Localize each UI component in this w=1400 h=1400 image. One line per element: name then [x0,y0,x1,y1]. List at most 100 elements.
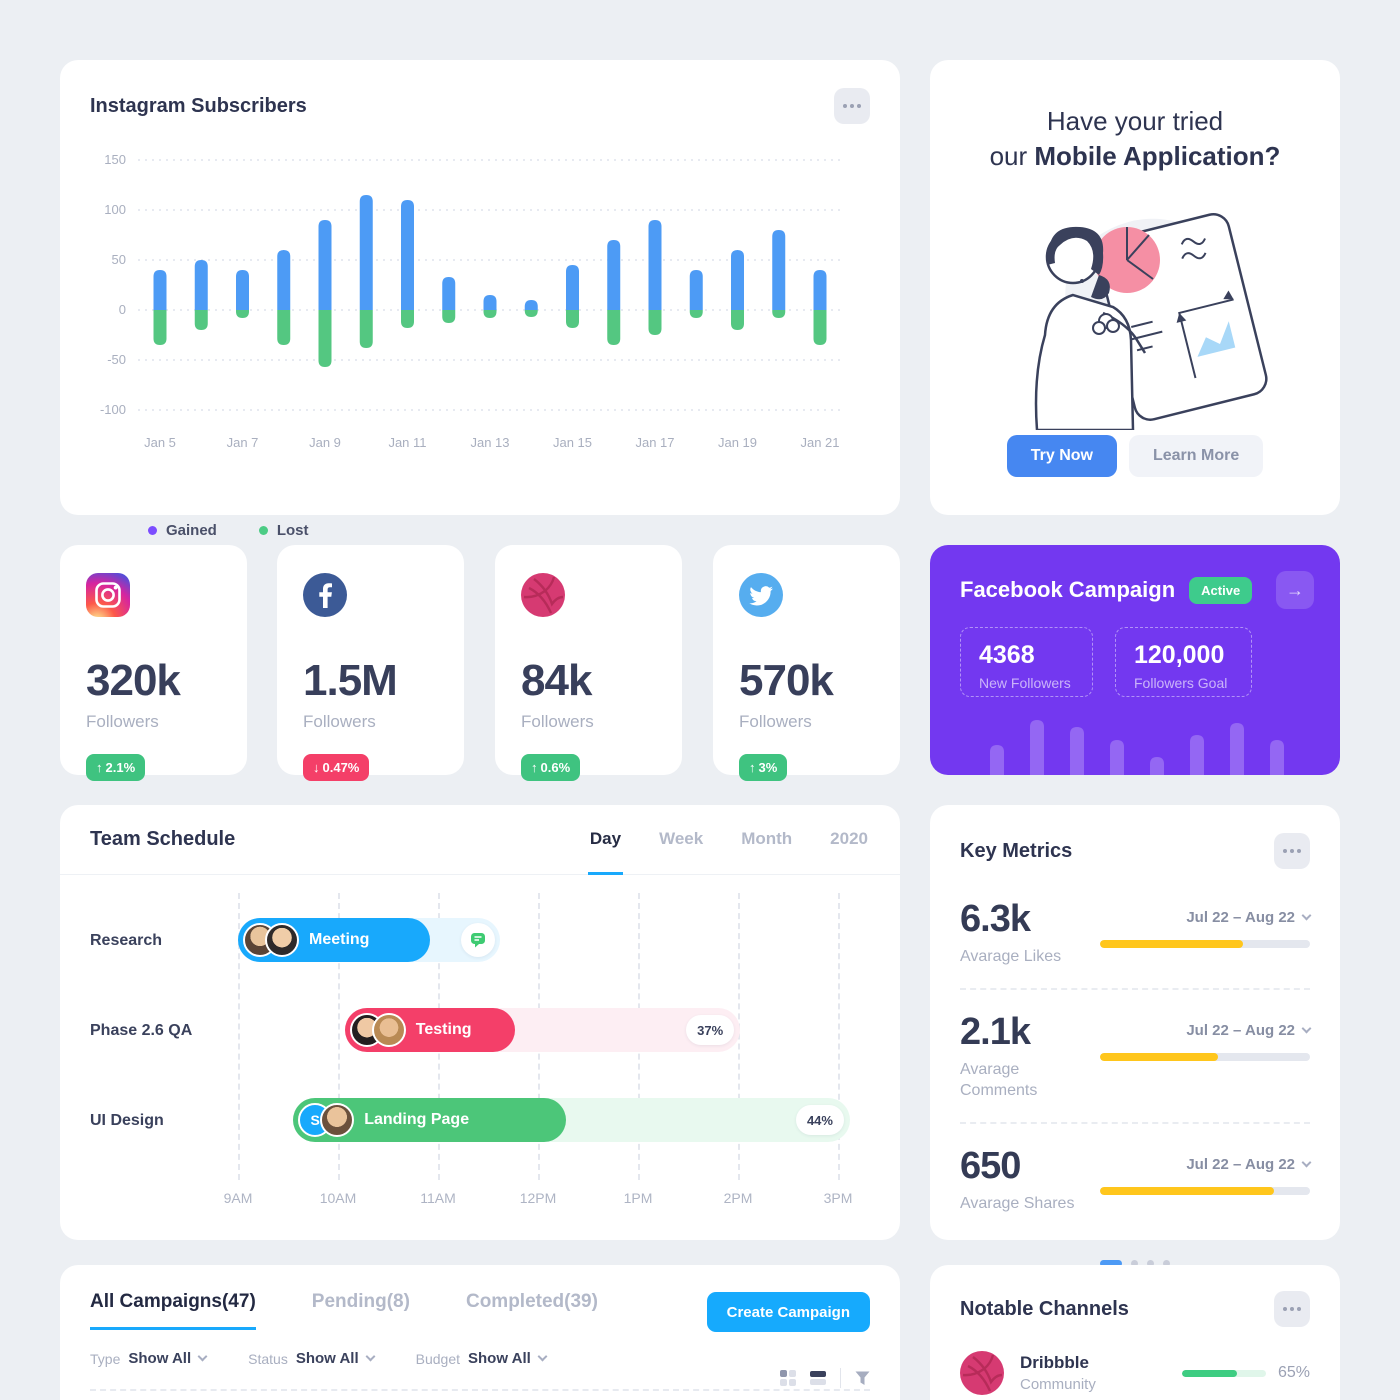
woman-with-chart-illustration [1034,213,1268,430]
tab-day[interactable]: Day [587,805,624,875]
testing-task-pill[interactable]: Testing [344,1008,516,1052]
chevron-down-icon [1301,1157,1312,1168]
followers-label: Followers [739,712,812,731]
time-label: 3PM [823,1190,853,1206]
svg-text:-50: -50 [107,352,126,367]
ui-design-task-track: S Landing Page 44% [293,1098,850,1142]
followers-value: 1.5M [303,656,398,705]
avatar [320,1103,355,1137]
svg-text:0: 0 [119,302,126,317]
svg-text:150: 150 [104,152,126,167]
channel-progress-bar [1181,1369,1266,1377]
avatar [371,1013,406,1047]
carousel-dot[interactable] [1131,1260,1138,1268]
change-badge: ↑ 2.1% [86,754,146,781]
avatar [265,923,299,957]
subscribers-bar-chart: 150 100 50 0 -50 -100 Jan 5 Jan 7 Jan 9 Jan 11 Jan… [100,152,842,450]
mobile-app-promo-card: Have your tried our Mobile Application? [930,60,1340,515]
landing-page-task-pill[interactable]: S Landing Page [293,1098,567,1142]
campaigns-tabs: All Campaigns(47) Pending(8) Completed(3… [90,1291,870,1330]
instagram-stat-card: 320k Followers ↑ 2.1% [60,545,247,781]
date-range-selector[interactable]: Jul 22 – Aug 22 [1100,1156,1312,1173]
notable-channels-card: Notable Channels Dribbble Community 65% [930,1265,1340,1400]
timeline-gridline [238,893,240,1180]
new-followers-label: New Followers [979,675,1071,691]
chevron-down-icon [1301,910,1312,921]
change-badge: ↑ 0.6% [521,754,581,781]
type-filter[interactable]: Type Show All [90,1350,208,1367]
legend-gained: Gained [148,522,217,539]
svg-text:Jan 9: Jan 9 [309,435,341,450]
chevron-down-icon [1301,1023,1312,1034]
new-followers-box: 4368 New Followers [960,627,1093,697]
campaign-arrow-button[interactable]: → [1276,571,1314,609]
tab-all-campaigns[interactable]: All Campaigns(47) [90,1291,256,1330]
instagram-subscribers-title: Instagram Subscribers [90,94,307,117]
twitter-icon [739,573,783,617]
instagram-subscribers-card: Instagram Subscribers 150 100 50 0 -50 -100 Ja… [60,60,900,539]
create-campaign-button[interactable]: Create Campaign [706,1292,870,1332]
comments-progress-bar [1100,1052,1310,1061]
task-name: Landing Page [364,1111,470,1128]
progress-badge: 37% [686,1015,735,1045]
qa-task-track: Testing 37% [344,1008,741,1052]
facebook-icon [303,573,347,617]
divider [90,1389,870,1391]
svg-text:Jan 13: Jan 13 [470,435,509,450]
status-filter[interactable]: Status Show All [248,1350,376,1367]
notable-channels-title: Notable Channels [960,1297,1129,1320]
card-menu-button[interactable] [834,88,870,124]
learn-more-button[interactable]: Learn More [1128,435,1264,477]
new-followers-value: 4368 [979,641,1035,669]
try-now-button[interactable]: Try Now [1006,435,1117,477]
followers-goal-box: 120,000 Followers Goal [1115,627,1252,697]
card-menu-button[interactable] [1274,833,1310,869]
change-badge: ↑ 3% [739,754,788,781]
research-task-track: Meeting [238,918,501,962]
promo-heading: Have your tried our Mobile Application? [989,106,1281,172]
row-label-phase-qa: Phase 2.6 QA [90,1022,193,1039]
grid-view-icon[interactable] [780,1370,796,1386]
legend-lost: Lost [258,522,309,539]
chevron-down-icon [365,1351,376,1362]
dribbble-icon [521,573,565,617]
filter-funnel-icon[interactable] [855,1371,870,1386]
time-label: 2PM [723,1190,753,1206]
followers-label: Followers [86,712,159,731]
date-range-selector[interactable]: Jul 22 – Aug 22 [1100,1022,1312,1039]
gained-dot-icon [148,526,157,535]
timeline-gridline [838,893,840,1180]
carousel-dot[interactable] [1100,1260,1122,1268]
carousel-dot[interactable] [1147,1260,1154,1268]
meeting-task-pill[interactable]: Meeting [238,918,430,962]
tab-pending[interactable]: Pending(8) [311,1291,410,1312]
progress-badge: 44% [795,1105,844,1135]
time-label: 10AM [319,1190,357,1206]
time-label: 1PM [623,1190,653,1206]
carousel-dot[interactable] [1163,1260,1170,1268]
followers-label: Followers [521,712,594,731]
date-range-selector[interactable]: Jul 22 – Aug 22 [1100,909,1312,926]
svg-text:Jan 7: Jan 7 [227,435,259,450]
chat-button[interactable] [461,923,496,957]
tab-year[interactable]: 2020 [830,828,868,848]
svg-text:Jan 11: Jan 11 [388,435,426,450]
likes-progress-bar [1100,940,1310,948]
chat-bubble-icon [471,933,486,948]
budget-filter[interactable]: Budget Show All [416,1350,548,1367]
key-metrics-card: Key Metrics 6.3k Avarage Likes Jul 22 – … [930,805,1340,1268]
card-menu-button[interactable] [1274,1291,1310,1327]
tab-completed[interactable]: Completed(39) [465,1291,598,1312]
channel-row-dribbble: Dribbble Community 65% [960,1351,1310,1395]
time-label: 12PM [519,1190,557,1206]
schedule-tabs: Day Week Month 2020 [587,805,870,875]
tab-week[interactable]: Week [659,828,704,848]
campaign-title: Facebook Campaign [960,577,1176,602]
svg-text:100: 100 [104,202,126,217]
carousel-dots [960,1260,1310,1268]
followers-label: Followers [303,712,376,731]
list-view-icon[interactable] [810,1370,826,1386]
twitter-stat-card: 570k Followers ↑ 3% [713,545,900,781]
followers-value: 320k [86,656,181,705]
tab-month[interactable]: Month [741,828,793,848]
